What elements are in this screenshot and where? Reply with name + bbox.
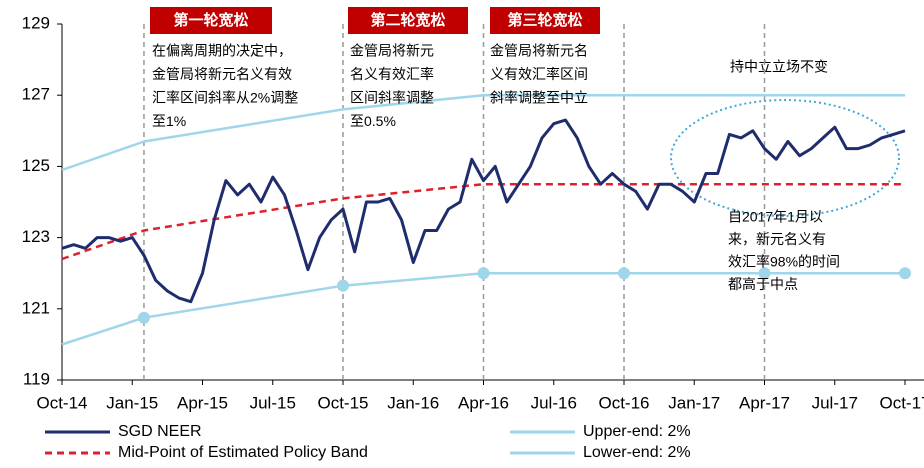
highlight-ellipse	[670, 99, 900, 217]
x-tick-label: Jul-16	[531, 393, 577, 412]
callout-line: 自2017年1月以	[728, 209, 823, 225]
y-tick-label: 123	[22, 227, 50, 246]
series-marker	[137, 311, 150, 324]
annotation-line: 金管局将新元名义有效	[152, 66, 292, 82]
callout-line: 来，新元名义有	[728, 231, 826, 247]
x-tick-label: Jul-17	[812, 393, 858, 412]
annotation-line: 汇率区间斜率从2%调整	[152, 90, 298, 106]
x-tick-label: Apr-17	[739, 393, 790, 412]
annotation-line: 名义有效汇率	[350, 66, 434, 82]
x-tick-label: Jan-16	[387, 393, 439, 412]
x-tick-label: Oct-17	[879, 393, 924, 412]
series-marker	[337, 279, 349, 292]
series-marker	[899, 267, 911, 280]
annotation-line: 金管局将新元名	[490, 43, 588, 59]
annotation-line: 区间斜率调整	[350, 90, 434, 106]
note: 持中立立场不变	[730, 59, 828, 75]
x-tick-label: Jan-17	[668, 393, 720, 412]
annotation-box	[150, 7, 272, 34]
x-tick-label: Apr-15	[177, 393, 228, 412]
legend-label: Lower-end: 2%	[583, 444, 691, 461]
x-tick-label: Oct-14	[36, 393, 87, 412]
x-tick-label: Jul-15	[250, 393, 296, 412]
y-tick-label: 121	[22, 298, 50, 317]
x-tick-label: Oct-15	[317, 393, 368, 412]
series-marker	[477, 267, 490, 280]
x-tick-label: Jan-15	[106, 393, 158, 412]
x-tick-label: Apr-16	[458, 393, 509, 412]
annotation-title: 第三轮宽松	[507, 11, 582, 29]
annotation-box	[490, 7, 600, 34]
legend-label: SGD NEER	[118, 423, 202, 440]
annotation-title: 第二轮宽松	[370, 11, 445, 29]
y-tick-label: 125	[22, 156, 50, 175]
annotation-line: 至1%	[152, 113, 186, 129]
annotation-line: 斜率调整至中立	[490, 90, 588, 106]
callout-line: 都高于中点	[728, 276, 798, 292]
series-line	[61, 118, 906, 304]
series-marker	[758, 267, 771, 280]
callout-line: 效汇率98%的时间	[728, 254, 840, 270]
series-marker	[618, 267, 630, 280]
annotation-box	[348, 7, 468, 34]
y-tick-label: 119	[23, 369, 50, 388]
annotation-title: 第一轮宽松	[173, 11, 248, 29]
x-tick-label: Oct-16	[598, 393, 649, 412]
annotation-line: 至0.5%	[350, 113, 396, 129]
annotation-line: 金管局将新元	[350, 43, 434, 59]
legend-label: Upper-end: 2%	[583, 423, 691, 440]
y-tick-label: 127	[22, 85, 50, 104]
annotation-line: 义有效汇率区间	[490, 66, 588, 82]
legend-label: Mid-Point of Estimated Policy Band	[118, 444, 368, 461]
series-line	[61, 93, 905, 172]
y-tick-label: 129	[22, 13, 50, 32]
annotation-line: 在偏离周期的决定中，	[152, 43, 292, 59]
